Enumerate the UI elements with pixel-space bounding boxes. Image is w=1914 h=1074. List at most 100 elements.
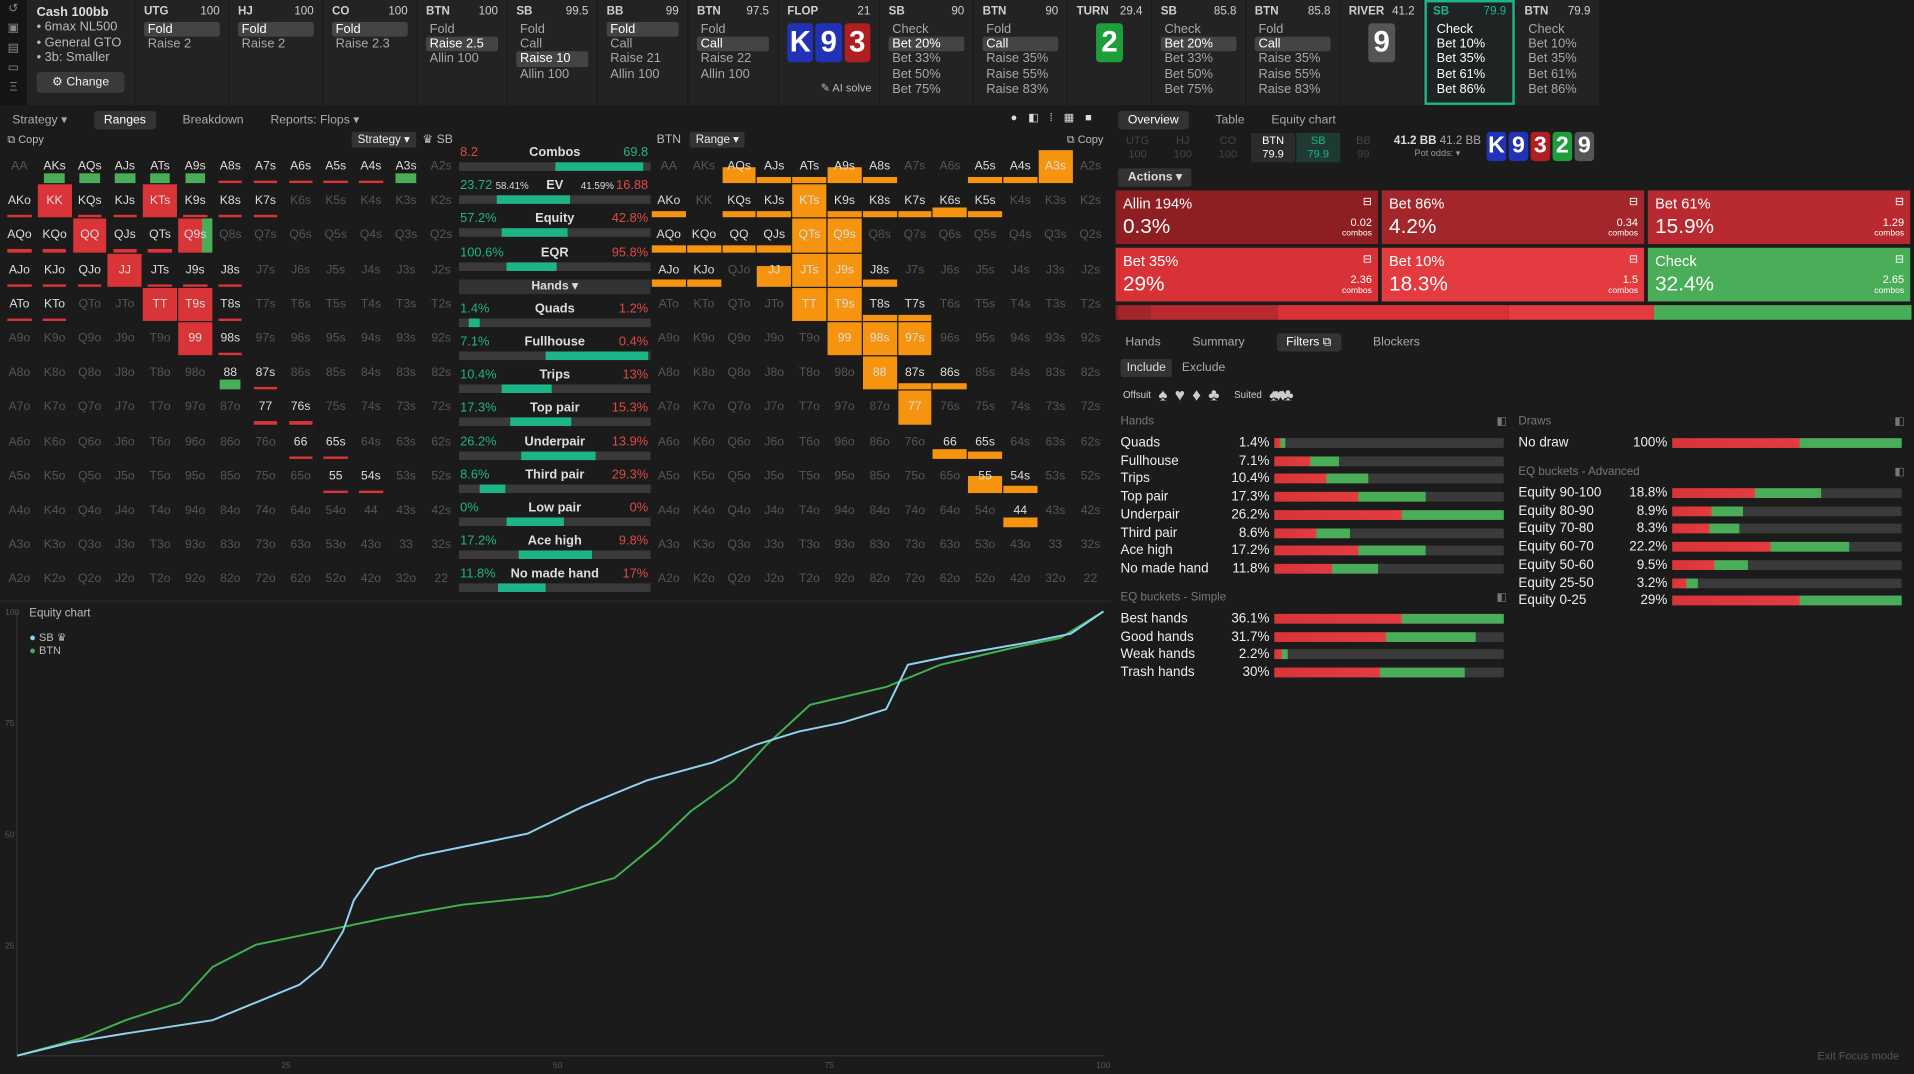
action-option[interactable]: Bet 33% <box>892 51 941 67</box>
range-cell[interactable]: 55 <box>968 459 1004 495</box>
action-option[interactable]: Call <box>610 36 633 52</box>
range-cell[interactable]: AKo <box>2 184 38 219</box>
range-cell[interactable]: QTs <box>792 218 828 254</box>
range-cell[interactable]: QQ <box>722 218 758 254</box>
action-option[interactable]: Fold <box>332 21 408 37</box>
range-cell[interactable]: Q5s <box>318 218 354 254</box>
range-cell[interactable]: J9s <box>178 253 214 288</box>
range-cell[interactable]: 87o <box>862 390 898 426</box>
range-cell[interactable]: A6s <box>932 150 969 185</box>
range-cell[interactable]: J7o <box>107 390 144 426</box>
range-cell[interactable]: K5s <box>968 184 1004 219</box>
range-cell[interactable]: K2o <box>686 562 723 598</box>
range-cell[interactable]: 95o <box>178 459 214 495</box>
view-split-icon[interactable]: ⁞ <box>1049 111 1053 124</box>
range-cell[interactable]: 94o <box>827 494 863 529</box>
range-cell[interactable]: 83s <box>1038 356 1074 391</box>
range-cell[interactable]: K6s <box>283 184 319 219</box>
range-cell[interactable]: A7s <box>248 150 284 185</box>
range-cell[interactable]: T5o <box>792 459 828 495</box>
range-cell[interactable]: J8s <box>862 253 898 288</box>
action-option[interactable]: Check <box>1528 21 1565 37</box>
advanced-bucket-row[interactable]: Equity 0-25 29% <box>1518 592 1902 609</box>
range-cell[interactable]: 32s <box>424 528 460 563</box>
range-cell[interactable]: 72s <box>424 390 460 426</box>
action-option[interactable]: Raise 83% <box>1258 81 1321 97</box>
range-cell[interactable]: AJs <box>757 150 793 185</box>
range-cell[interactable]: JTs <box>792 253 828 288</box>
range-cell[interactable]: 87o <box>213 390 249 426</box>
range-cell[interactable]: Q7o <box>722 390 758 426</box>
range-cell[interactable]: 65s <box>968 425 1004 460</box>
tab-filters[interactable]: Filters ⧉ <box>1276 332 1342 351</box>
range-cell[interactable]: J5o <box>757 459 793 495</box>
range-cell[interactable]: ATs <box>143 150 179 185</box>
range-cell[interactable]: KK <box>37 184 73 219</box>
range-cell[interactable]: 83s <box>389 356 425 391</box>
range-cell[interactable]: 52s <box>1073 459 1109 495</box>
simple-bucket-row[interactable]: Good hands 31.7% <box>1121 628 1504 645</box>
range-cell[interactable]: AJo <box>651 253 687 288</box>
range-cell[interactable]: K4s <box>353 184 390 219</box>
range-cell[interactable]: J5o <box>107 459 144 495</box>
action-option[interactable]: Raise 83% <box>986 81 1049 97</box>
sb-strategy-dropdown[interactable]: Strategy ▾ <box>351 131 416 148</box>
range-cell[interactable]: Q8o <box>72 356 108 391</box>
range-cell[interactable]: 94s <box>353 322 390 357</box>
range-cell[interactable]: J7s <box>248 253 284 288</box>
range-cell[interactable]: Q3s <box>389 218 425 254</box>
range-cell[interactable]: 93s <box>1038 322 1074 357</box>
range-cell[interactable]: 82o <box>213 562 249 598</box>
range-cell[interactable]: Q7s <box>248 218 284 254</box>
action-option[interactable]: Bet 35% <box>1436 51 1486 67</box>
range-cell[interactable]: 92s <box>1073 322 1109 357</box>
action-option[interactable]: Allin 100 <box>429 51 479 67</box>
range-cell[interactable]: Q6s <box>283 218 319 254</box>
range-cell[interactable]: Q3o <box>72 528 108 563</box>
range-cell[interactable]: K9o <box>686 322 723 357</box>
range-cell[interactable]: J6s <box>283 253 319 288</box>
range-cell[interactable]: QJs <box>107 218 144 254</box>
range-cell[interactable]: AQo <box>2 218 38 254</box>
range-cell[interactable]: 62s <box>1073 425 1109 460</box>
range-cell[interactable]: J4o <box>107 494 144 529</box>
tab-table[interactable]: Table <box>1215 112 1245 127</box>
range-cell[interactable]: K3s <box>389 184 425 219</box>
hands-filter-row[interactable]: No made hand 11.8% <box>1121 560 1504 577</box>
range-cell[interactable]: T9o <box>792 322 828 357</box>
action-option[interactable]: Call <box>1254 36 1331 52</box>
range-cell[interactable]: T8o <box>143 356 179 391</box>
range-cell[interactable]: J4o <box>757 494 793 529</box>
range-cell[interactable]: 42s <box>424 494 460 529</box>
range-cell[interactable]: Q3o <box>722 528 758 563</box>
hands-filter-row[interactable]: Underpair 26.2% <box>1121 506 1504 523</box>
range-cell[interactable]: J6o <box>107 425 144 460</box>
range-cell[interactable]: A5o <box>2 459 38 495</box>
range-cell[interactable]: TT <box>143 287 179 323</box>
range-cell[interactable]: 44 <box>353 494 390 529</box>
range-cell[interactable]: J4s <box>1003 253 1039 288</box>
range-cell[interactable]: J4s <box>353 253 390 288</box>
toggle-icon[interactable]: ◧ <box>1496 590 1507 603</box>
range-cell[interactable]: 92o <box>178 562 214 598</box>
range-cell[interactable]: J2s <box>424 253 460 288</box>
range-cell[interactable]: 52o <box>318 562 354 598</box>
toggle-icon[interactable]: ◧ <box>1496 414 1507 428</box>
range-cell[interactable]: K4o <box>686 494 723 529</box>
range-cell[interactable]: T6s <box>932 287 969 323</box>
range-cell[interactable]: 98o <box>827 356 863 391</box>
simple-bucket-row[interactable]: Weak hands 2.2% <box>1121 646 1504 663</box>
range-cell[interactable]: A2s <box>1073 150 1109 185</box>
club-icon[interactable]: ♣ <box>1208 384 1220 404</box>
range-cell[interactable]: 32o <box>389 562 425 598</box>
range-cell[interactable]: A2o <box>651 562 687 598</box>
range-cell[interactable]: QJo <box>72 253 108 288</box>
range-cell[interactable]: A8o <box>2 356 38 391</box>
action-option[interactable]: Allin 100 <box>700 66 750 82</box>
tab-breakdown[interactable]: Breakdown <box>182 112 244 127</box>
copy-left-button[interactable]: ⧉ Copy <box>7 133 44 146</box>
range-cell[interactable]: KQs <box>72 184 108 219</box>
tab-hands[interactable]: Hands <box>1125 335 1161 349</box>
range-cell[interactable]: Q4s <box>353 218 390 254</box>
range-cell[interactable]: ATo <box>651 287 687 323</box>
